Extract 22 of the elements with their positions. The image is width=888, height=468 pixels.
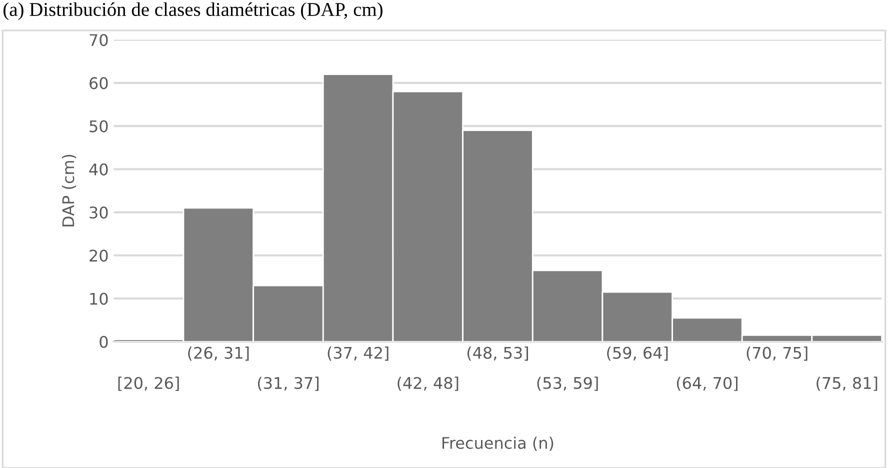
y-tick-label: 40	[89, 163, 108, 176]
x-tick-label: (48, 53]	[467, 346, 528, 361]
x-tick-label: (37, 42]	[328, 346, 388, 361]
y-tick-label: 10	[90, 292, 108, 305]
x-tick-label: (31, 37]	[258, 376, 318, 391]
x-tick-label: (59, 64]	[607, 346, 668, 361]
x-tick-label: (42, 48]	[398, 376, 458, 391]
x-tick-label: (53, 59]	[537, 376, 598, 391]
x-axis-title: Frecuencia (n)	[442, 436, 554, 451]
y-tick-label: 60	[90, 77, 108, 90]
x-tick-label: (64, 70]	[676, 376, 738, 391]
x-tick-label: [20, 26]	[118, 376, 179, 391]
y-tick-label: 30	[90, 206, 108, 219]
y-tick-label: 0	[100, 336, 108, 348]
y-tick-label: 50	[90, 120, 108, 132]
x-tick-label: (75, 81]	[816, 376, 878, 391]
x-tick-label: (70, 75]	[746, 346, 808, 361]
y-tick-label: 20	[90, 250, 108, 262]
y-axis-title: DAP (cm)	[62, 154, 76, 226]
x-tick-label: (26, 31]	[188, 346, 249, 361]
chart-title: (a) Distribución de clases diamétricas (DAP, cm)	[4, 2, 382, 20]
y-tick-label: 70	[90, 34, 108, 46]
